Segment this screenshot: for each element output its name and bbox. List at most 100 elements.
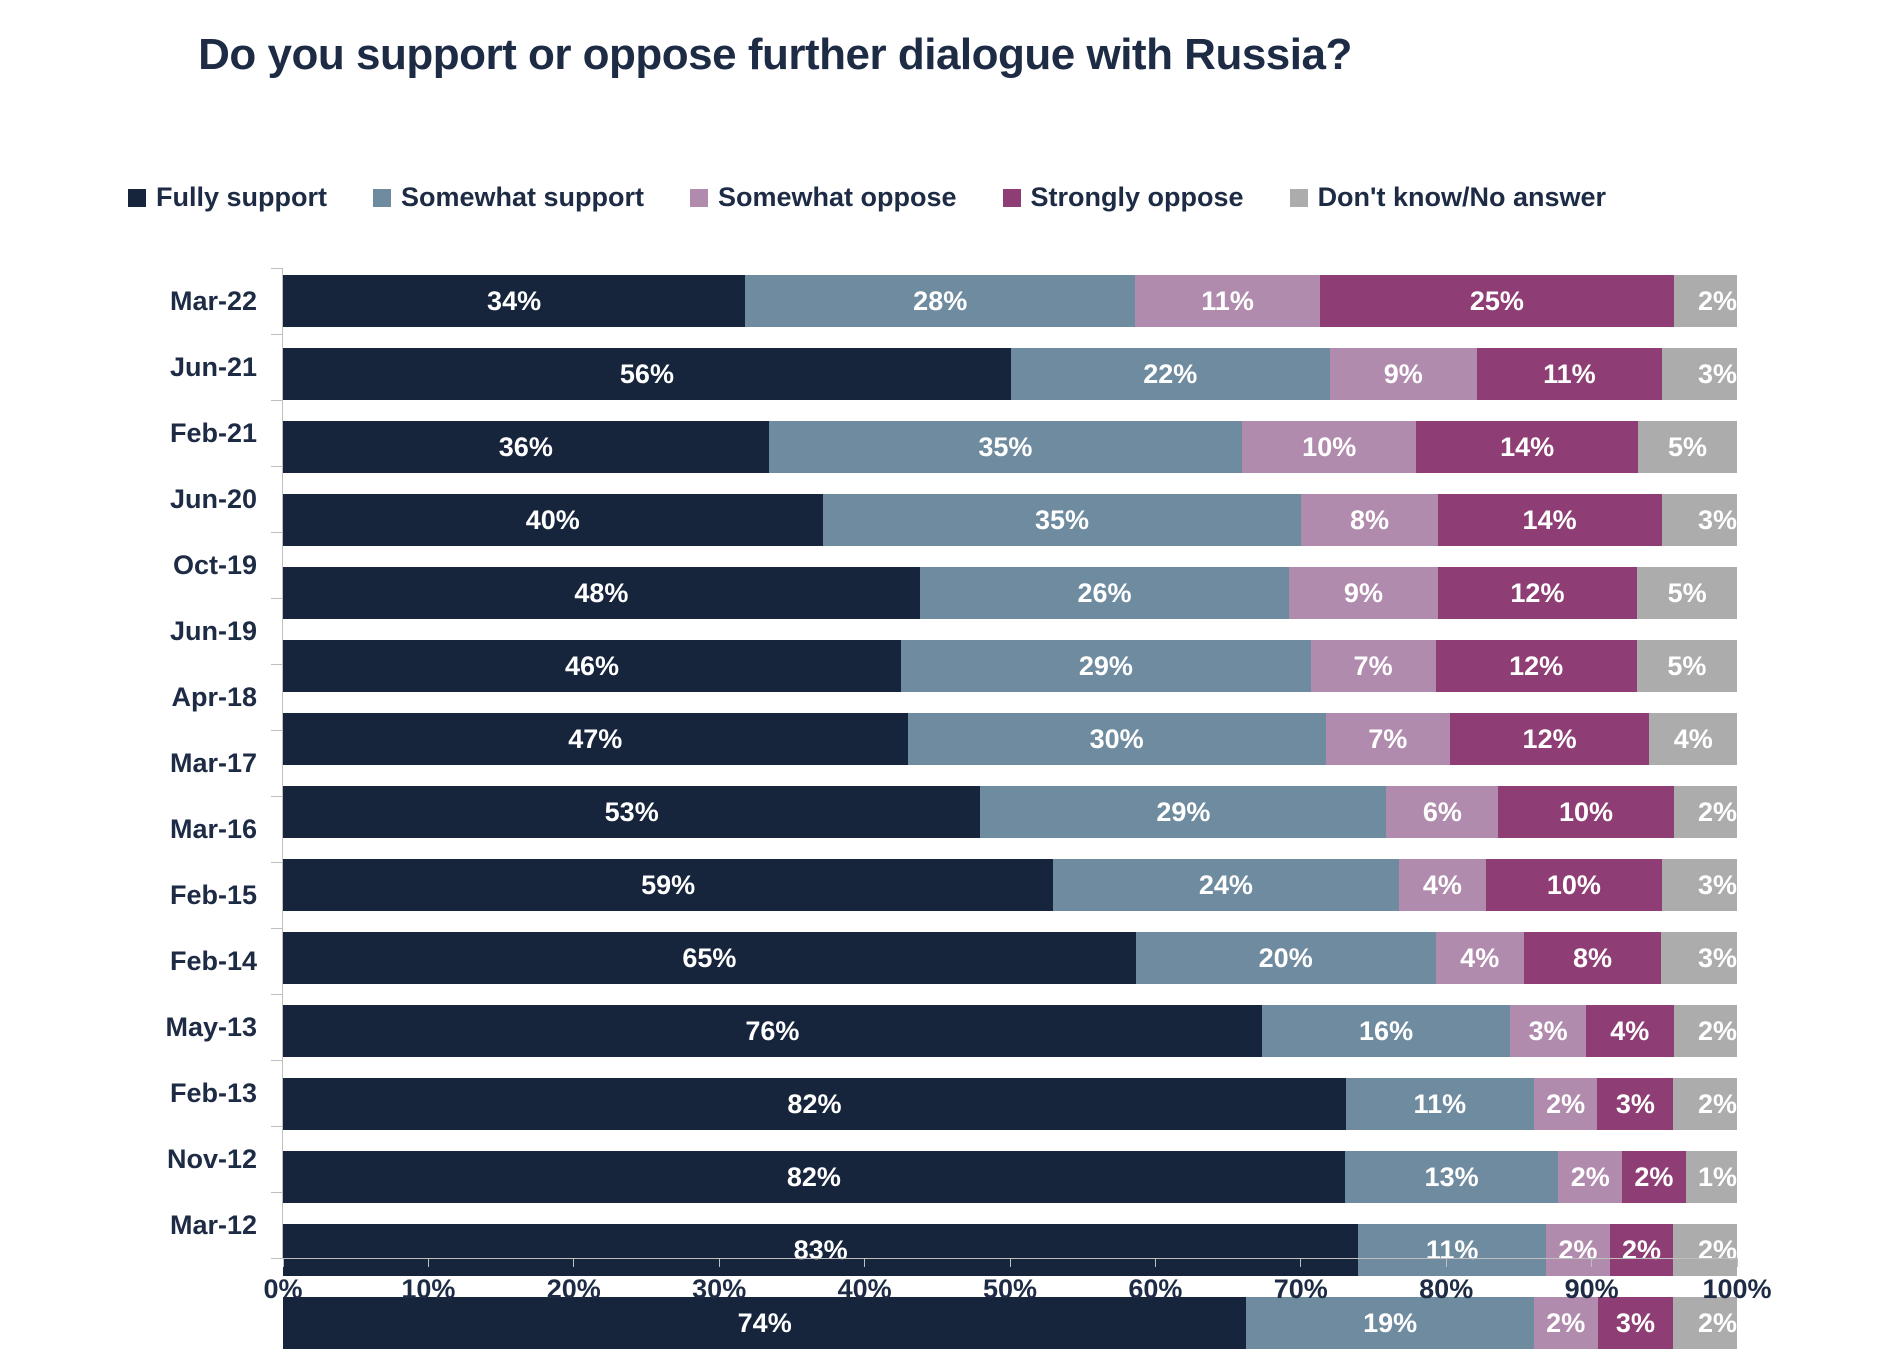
stacked-bar: 46% 29% 7% 12% 5% bbox=[283, 640, 1737, 692]
stacked-bar: 48% 26% 9% 12% 5% bbox=[283, 567, 1737, 619]
bar-segment-strongly-oppose: 10% bbox=[1498, 786, 1674, 838]
bar-segment-fully-support: 82% bbox=[283, 1078, 1346, 1130]
segment-value-label: 65% bbox=[682, 942, 737, 973]
y-tick bbox=[271, 1192, 283, 1193]
segment-value-label: 12% bbox=[1510, 577, 1565, 608]
bar-segment-somewhat-oppose: 3% bbox=[1510, 1005, 1586, 1057]
category-label: Nov-12 bbox=[166, 1144, 257, 1174]
legend-label: Somewhat oppose bbox=[718, 182, 957, 212]
bar-segment-strongly-oppose: 3% bbox=[1597, 1078, 1674, 1130]
legend-swatch-somewhat-oppose bbox=[690, 188, 709, 207]
legend-item: Somewhat support bbox=[373, 182, 644, 213]
segment-value-label: 7% bbox=[1368, 723, 1408, 754]
bar-segment-strongly-oppose: 25% bbox=[1319, 275, 1674, 327]
segment-value-label: 28% bbox=[913, 285, 968, 316]
x-axis-line bbox=[271, 1258, 1737, 1259]
segment-value-label: 30% bbox=[1089, 723, 1144, 754]
x-tick-label: 90% bbox=[1564, 1274, 1619, 1304]
stacked-bar: 36% 35% 10% 14% 5% bbox=[283, 421, 1737, 473]
segment-value-label: 3% bbox=[1615, 1088, 1655, 1119]
x-tick-label: 50% bbox=[982, 1274, 1038, 1304]
category-label: Feb-13 bbox=[169, 1078, 257, 1108]
segment-value-label: 4% bbox=[1610, 1015, 1650, 1046]
segment-value-label: 29% bbox=[1156, 796, 1211, 827]
bar-segment-dont-know: 3% bbox=[1661, 932, 1738, 984]
bar-segment-somewhat-support: 16% bbox=[1261, 1005, 1511, 1057]
plot-area: 34% 28% 11% 25% 2% 56% 22% 9% 11% 3% 36% 35% 10% 14% 5… bbox=[271, 268, 1738, 1349]
category-axis-labels: Mar-22 Jun-21 Feb-21 Jun-20 Oct-19 Jun-19 Apr-… bbox=[105, 268, 257, 1258]
bar-segment-dont-know: 3% bbox=[1661, 494, 1737, 546]
bar-segment-dont-know: 3% bbox=[1661, 859, 1737, 911]
bar-row: 34% 28% 11% 25% 2% bbox=[283, 275, 1737, 341]
segment-value-label: 2% bbox=[1697, 285, 1737, 316]
segment-value-label: 9% bbox=[1343, 577, 1383, 608]
segment-value-label: 2% bbox=[1546, 1307, 1586, 1338]
bar-segment-somewhat-support: 30% bbox=[907, 713, 1326, 765]
segment-value-label: 53% bbox=[604, 796, 659, 827]
bar-segment-dont-know: 2% bbox=[1673, 1078, 1737, 1130]
bar-row: 46% 29% 7% 12% 5% bbox=[283, 640, 1737, 706]
bar-segment-dont-know: 2% bbox=[1673, 786, 1737, 838]
bar-segment-strongly-oppose: 12% bbox=[1435, 640, 1637, 692]
bar-segment-somewhat-support: 13% bbox=[1344, 1151, 1559, 1203]
bar-segment-somewhat-oppose: 10% bbox=[1242, 421, 1417, 473]
y-tick bbox=[271, 334, 283, 335]
segment-value-label: 76% bbox=[745, 1015, 800, 1046]
x-tick-label: 100% bbox=[1702, 1274, 1772, 1304]
segment-value-label: 26% bbox=[1077, 577, 1132, 608]
y-tick bbox=[271, 796, 283, 797]
category-label: Mar-17 bbox=[169, 748, 257, 778]
x-axis: 0% 10% 20% 30% 40% 50% 60% 70% 80% 90% 100% bbox=[263, 1258, 1772, 1328]
bar-segment-strongly-oppose: 14% bbox=[1416, 421, 1639, 473]
segment-value-label: 7% bbox=[1353, 650, 1393, 681]
legend-item: Strongly oppose bbox=[1002, 182, 1244, 213]
bar-segment-somewhat-support: 35% bbox=[768, 421, 1243, 473]
segment-value-label: 9% bbox=[1383, 358, 1423, 389]
x-tick bbox=[1300, 1258, 1302, 1267]
bar-segment-dont-know: 3% bbox=[1661, 348, 1737, 400]
y-tick bbox=[271, 598, 283, 599]
y-tick bbox=[271, 1060, 283, 1061]
segment-value-label: 12% bbox=[1522, 723, 1577, 754]
bar-segment-somewhat-support: 26% bbox=[919, 567, 1290, 619]
stacked-bar: 34% 28% 11% 25% 2% bbox=[283, 275, 1737, 327]
segment-value-label: 6% bbox=[1422, 796, 1462, 827]
x-tick bbox=[427, 1258, 429, 1267]
bar-segment-somewhat-oppose: 9% bbox=[1289, 567, 1438, 619]
bar-segment-strongly-oppose: 10% bbox=[1486, 859, 1662, 911]
x-tick-label: 0% bbox=[263, 1274, 303, 1304]
bar-segment-fully-support: 46% bbox=[283, 640, 902, 692]
bar-segment-fully-support: 34% bbox=[283, 275, 746, 327]
segment-value-label: 82% bbox=[787, 1088, 842, 1119]
category-label: Mar-12 bbox=[169, 1210, 257, 1240]
bar-row: 59% 24% 4% 10% 3% bbox=[283, 859, 1737, 925]
segment-value-label: 22% bbox=[1143, 358, 1198, 389]
bar-row: 36% 35% 10% 14% 5% bbox=[283, 421, 1737, 487]
segment-value-label: 3% bbox=[1697, 358, 1737, 389]
x-tick bbox=[864, 1258, 866, 1267]
segment-value-label: 2% bbox=[1634, 1161, 1674, 1192]
segment-value-label: 5% bbox=[1668, 431, 1708, 462]
y-tick bbox=[271, 1126, 283, 1127]
y-tick bbox=[271, 268, 283, 269]
segment-value-label: 2% bbox=[1546, 1088, 1586, 1119]
category-label: Jun-19 bbox=[169, 616, 257, 646]
bar-row: 82% 11% 2% 3% 2% bbox=[283, 1078, 1737, 1144]
legend-item: Don't know/No answer bbox=[1289, 182, 1606, 213]
x-tick-label: 40% bbox=[837, 1274, 892, 1304]
segment-value-label: 10% bbox=[1302, 431, 1357, 462]
stacked-bar: 76% 16% 3% 4% 2% bbox=[283, 1005, 1737, 1057]
segment-value-label: 3% bbox=[1528, 1015, 1568, 1046]
category-label: May-13 bbox=[165, 1012, 257, 1042]
segment-value-label: 13% bbox=[1424, 1161, 1479, 1192]
y-tick bbox=[271, 862, 283, 863]
legend-item: Somewhat oppose bbox=[690, 182, 957, 213]
y-tick bbox=[271, 466, 283, 467]
bar-segment-somewhat-support: 35% bbox=[822, 494, 1302, 546]
x-tick-label: 20% bbox=[546, 1274, 601, 1304]
category-label: Jun-20 bbox=[169, 484, 257, 514]
legend-swatch-somewhat-support bbox=[373, 188, 391, 207]
bar-segment-fully-support: 40% bbox=[283, 494, 823, 546]
y-tick bbox=[271, 730, 283, 731]
bar-segment-somewhat-support: 29% bbox=[980, 786, 1387, 838]
